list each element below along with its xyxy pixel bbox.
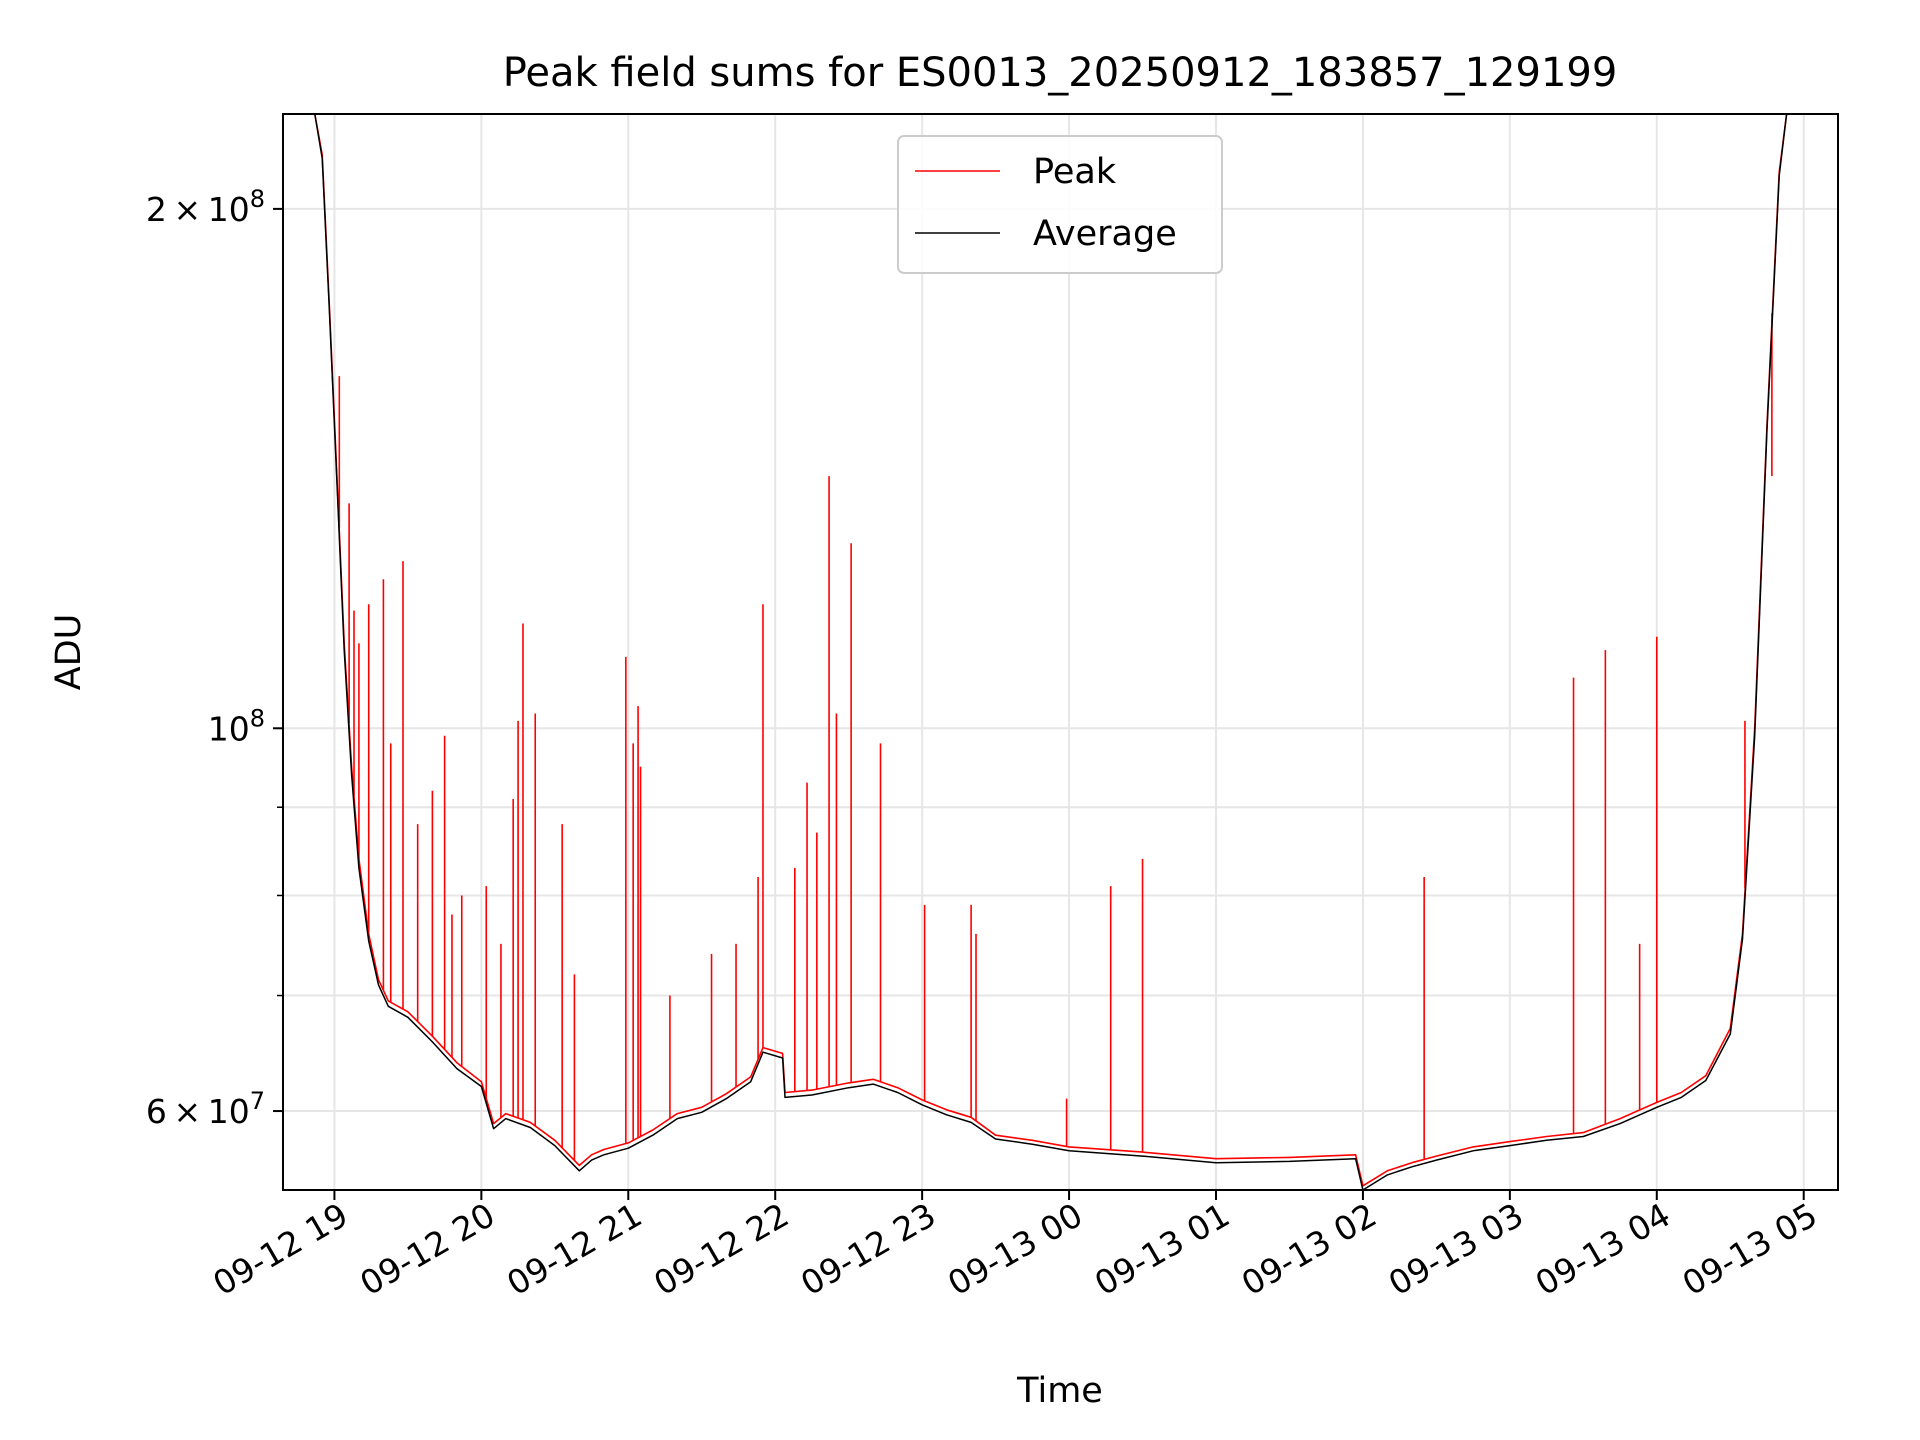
x-axis-label: Time: [1016, 1371, 1103, 1411]
series-line-average: [283, 113, 1838, 1191]
y-tick-label: 108: [208, 704, 265, 748]
y-axis-label: ADU: [49, 614, 89, 691]
chart-title: Peak field sums for ES0013_20250912_1838…: [503, 50, 1618, 96]
y-tick-label: 2 × 108: [146, 185, 265, 229]
legend: Peak Average: [897, 135, 1223, 274]
series-layer: [283, 113, 1838, 1191]
legend-label-peak: Peak: [1033, 152, 1117, 192]
y-tick-label: 6 × 107: [146, 1087, 265, 1131]
legend-label-average: Average: [1033, 214, 1177, 254]
series-line-peak: [283, 113, 1838, 1187]
plot-frame: [282, 113, 1839, 1191]
